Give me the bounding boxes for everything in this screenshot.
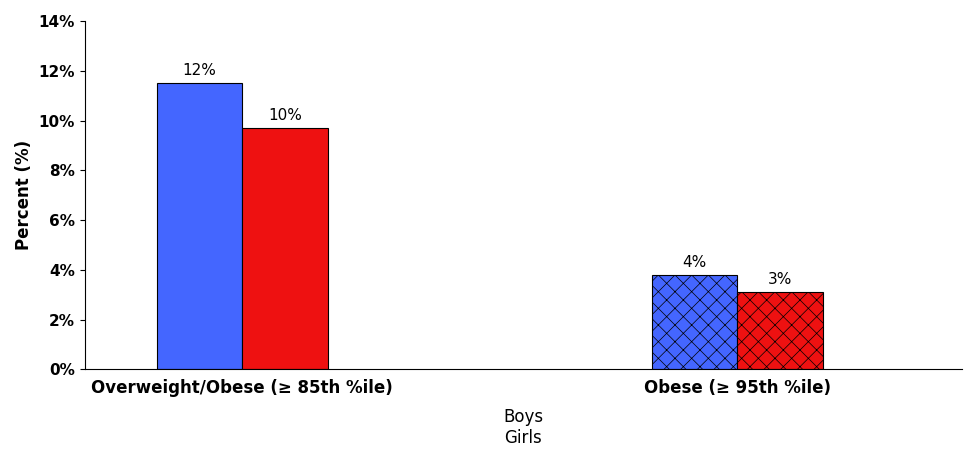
Bar	[156, 83, 242, 369]
Text: 10%: 10%	[268, 108, 302, 123]
Bar	[737, 292, 823, 369]
Text: 12%: 12%	[183, 63, 217, 78]
Y-axis label: Percent (%): Percent (%)	[15, 140, 33, 250]
X-axis label: Boys
Girls: Boys Girls	[503, 408, 543, 447]
Bar	[652, 275, 737, 369]
Bar	[242, 128, 327, 369]
Text: 3%: 3%	[768, 272, 792, 287]
Text: 4%: 4%	[682, 255, 706, 270]
